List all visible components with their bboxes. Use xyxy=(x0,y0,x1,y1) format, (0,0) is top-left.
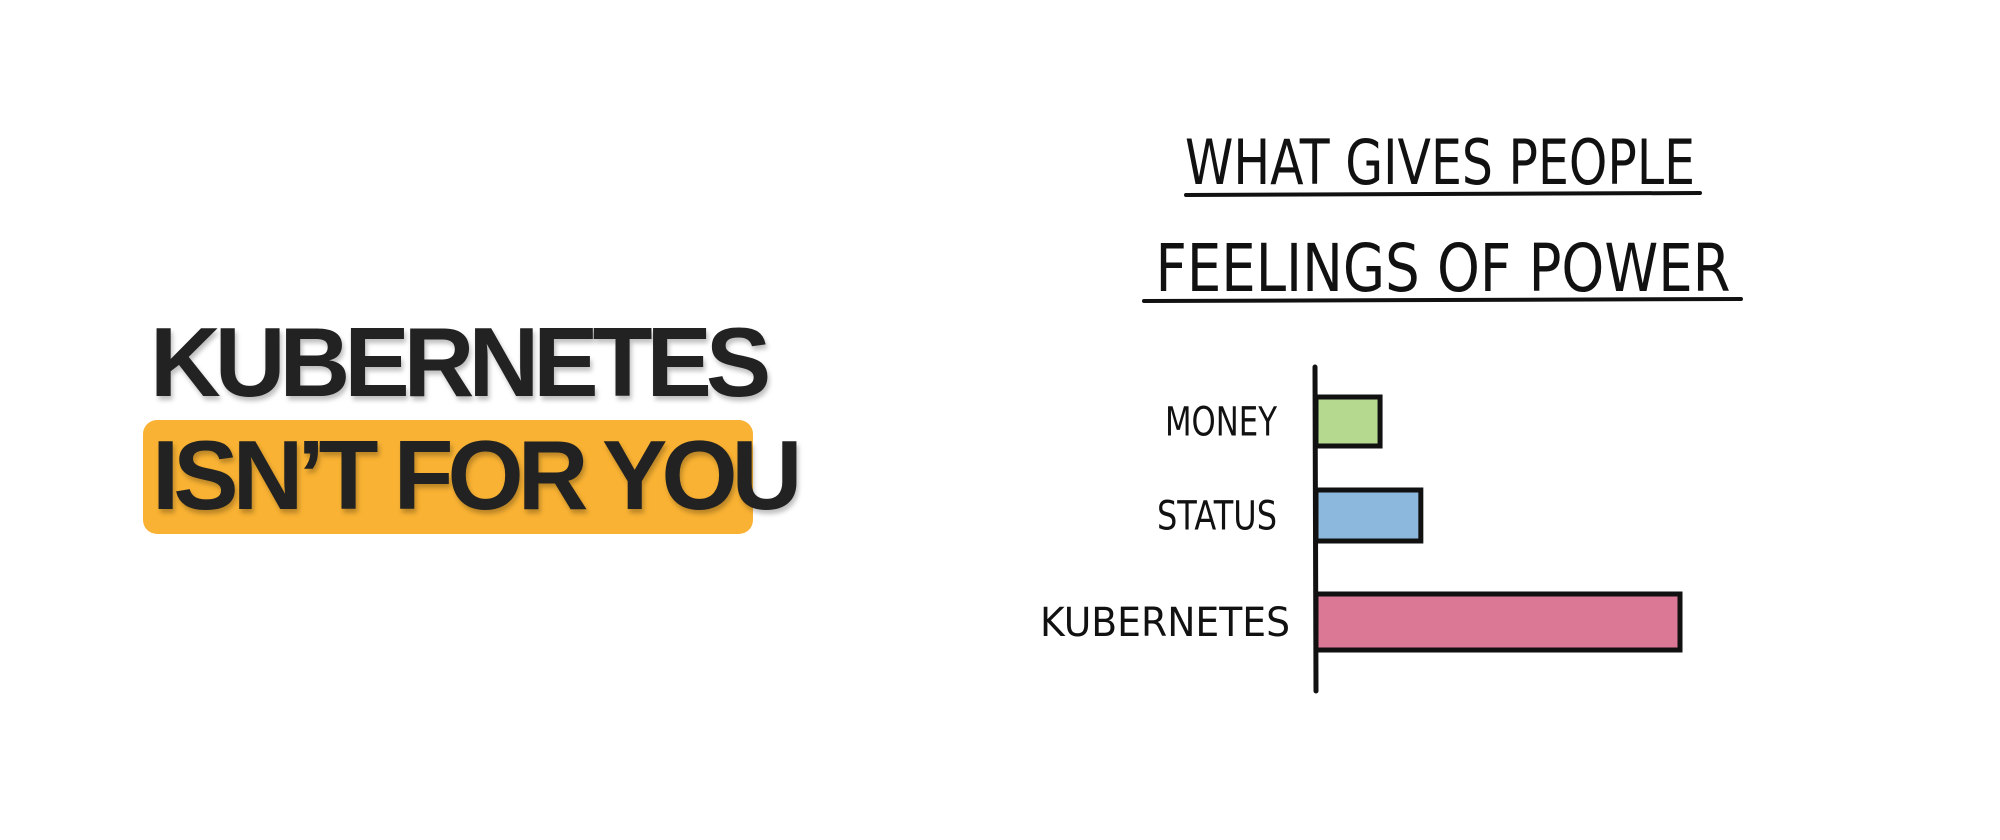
title-underline-2 xyxy=(1142,297,1743,303)
bar-money xyxy=(1313,394,1383,449)
bar-label-money: MONEY xyxy=(1165,400,1277,446)
bar-kubernetes xyxy=(1313,591,1683,653)
headline-highlight-box xyxy=(143,420,753,534)
bar-label-kubernetes: KUBERNETES xyxy=(1040,600,1290,646)
headline-line-2: ISN’T FOR YOU xyxy=(152,420,802,530)
headline-line-1: KUBERNETES xyxy=(150,307,771,417)
bar-label-status: STATUS xyxy=(1157,494,1277,540)
bar-status xyxy=(1313,487,1424,544)
title-underline-1 xyxy=(1184,191,1702,197)
chart-title-line-2: FEELINGS OF POWER xyxy=(1156,230,1731,307)
y-axis xyxy=(1312,364,1319,694)
chart-title-line-1: WHAT GIVES PEOPLE xyxy=(1185,126,1695,199)
